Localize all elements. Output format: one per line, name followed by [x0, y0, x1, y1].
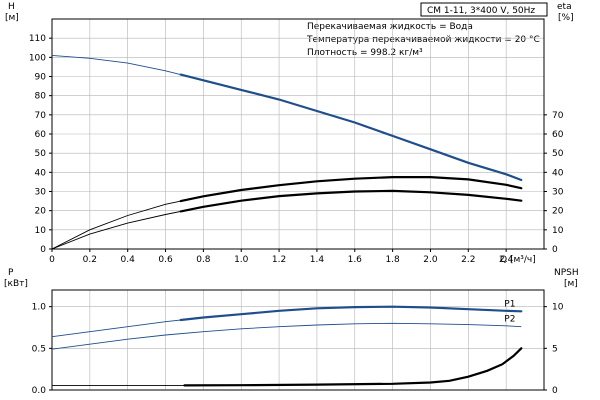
y-tick-label-left: 20 — [35, 207, 47, 217]
y-tick-label-right: 5 — [552, 344, 558, 354]
series-line — [51, 190, 522, 250]
y-axis-label-right: NPSH — [554, 268, 579, 278]
fluid-label: Перекачиваемая жидкость = Вода — [307, 22, 473, 32]
y-tick-label-left: 50 — [35, 149, 47, 159]
y-tick-label-left: 0.0 — [32, 386, 47, 396]
y-tick-label-left: 0 — [40, 245, 46, 255]
y-tick-label-left: 0.5 — [32, 344, 46, 354]
y-tick-label-right: 20 — [552, 207, 564, 217]
x-tick-label: 0.4 — [121, 255, 136, 265]
model-label: CM 1-11, 3*400 V, 50Hz — [427, 6, 535, 16]
x-tick-label: 1.2 — [272, 255, 286, 265]
y-tick-label-left: 110 — [29, 34, 46, 44]
series-line-duty-range — [179, 189, 523, 213]
series-line — [51, 54, 522, 181]
info-box: CM 1-11, 3*400 V, 50Hz Перекачиваемая жи… — [306, 2, 548, 58]
temperature-label: Температура перекачиваемой жидкости = 20… — [306, 35, 540, 45]
plot-frame — [51, 289, 545, 391]
series-line-duty-range — [179, 73, 523, 182]
series-line-duty-range — [179, 305, 523, 322]
x-tick-label: 2.2 — [461, 255, 475, 265]
x-tick-label: 0.8 — [196, 255, 211, 265]
series-line — [51, 322, 522, 350]
x-tick-label: 1.0 — [234, 255, 249, 265]
x-tick-label: 1.6 — [348, 255, 363, 265]
series-line-duty-range — [183, 347, 523, 387]
y-tick-label-right: 10 — [552, 226, 564, 236]
x-axis-label: Q [м³/ч] — [500, 255, 536, 265]
x-tick-label: 2.0 — [423, 255, 438, 265]
series-label-p1: P1 — [504, 299, 515, 309]
y-tick-label-right: 40 — [552, 168, 564, 178]
y-axis-unit-right: [м] — [564, 279, 578, 289]
y-axis-unit-left: [м] — [5, 13, 19, 23]
y-tick-label-left: 100 — [29, 53, 46, 63]
x-tick-label: 0 — [49, 255, 55, 265]
y-axis-unit-left: [кВт] — [4, 279, 28, 289]
y-tick-label-left: 1.0 — [32, 303, 47, 313]
y-axis-label-right: eta — [557, 2, 572, 12]
y-tick-label-left: 80 — [35, 92, 47, 102]
y-tick-label-left: 70 — [35, 111, 47, 121]
y-tick-label-right: 50 — [552, 149, 564, 159]
y-tick-label-right: 70 — [552, 111, 564, 121]
x-tick-label: 2.4 — [499, 255, 514, 265]
x-tick-label: 1.8 — [385, 255, 400, 265]
y-axis-label-left: H — [8, 2, 15, 12]
x-tick-label: 0.6 — [158, 255, 173, 265]
y-tick-label-right: 30 — [552, 188, 564, 198]
y-tick-label-left: 40 — [35, 168, 47, 178]
y-axis-unit-right: [%] — [558, 13, 574, 23]
model-box — [420, 2, 548, 17]
x-tick-label: 0.2 — [83, 255, 97, 265]
series-line — [51, 176, 522, 250]
series-line-duty-range — [179, 176, 523, 203]
y-tick-label-right: 60 — [552, 130, 564, 140]
density-label: Плотность = 998.2 кг/м³ — [307, 48, 423, 58]
y-tick-label-right: 0 — [552, 245, 558, 255]
y-tick-label-right: 10 — [552, 303, 564, 313]
x-tick-label: 1.4 — [310, 255, 325, 265]
series-label-p2: P2 — [504, 315, 515, 325]
y-tick-label-left: 30 — [35, 188, 47, 198]
y-tick-label-left: 90 — [35, 73, 47, 83]
y-tick-label-right: 0 — [552, 386, 558, 396]
y-tick-label-left: 10 — [35, 226, 47, 236]
y-tick-label-left: 60 — [35, 130, 47, 140]
y-axis-label-left: P — [8, 268, 14, 278]
